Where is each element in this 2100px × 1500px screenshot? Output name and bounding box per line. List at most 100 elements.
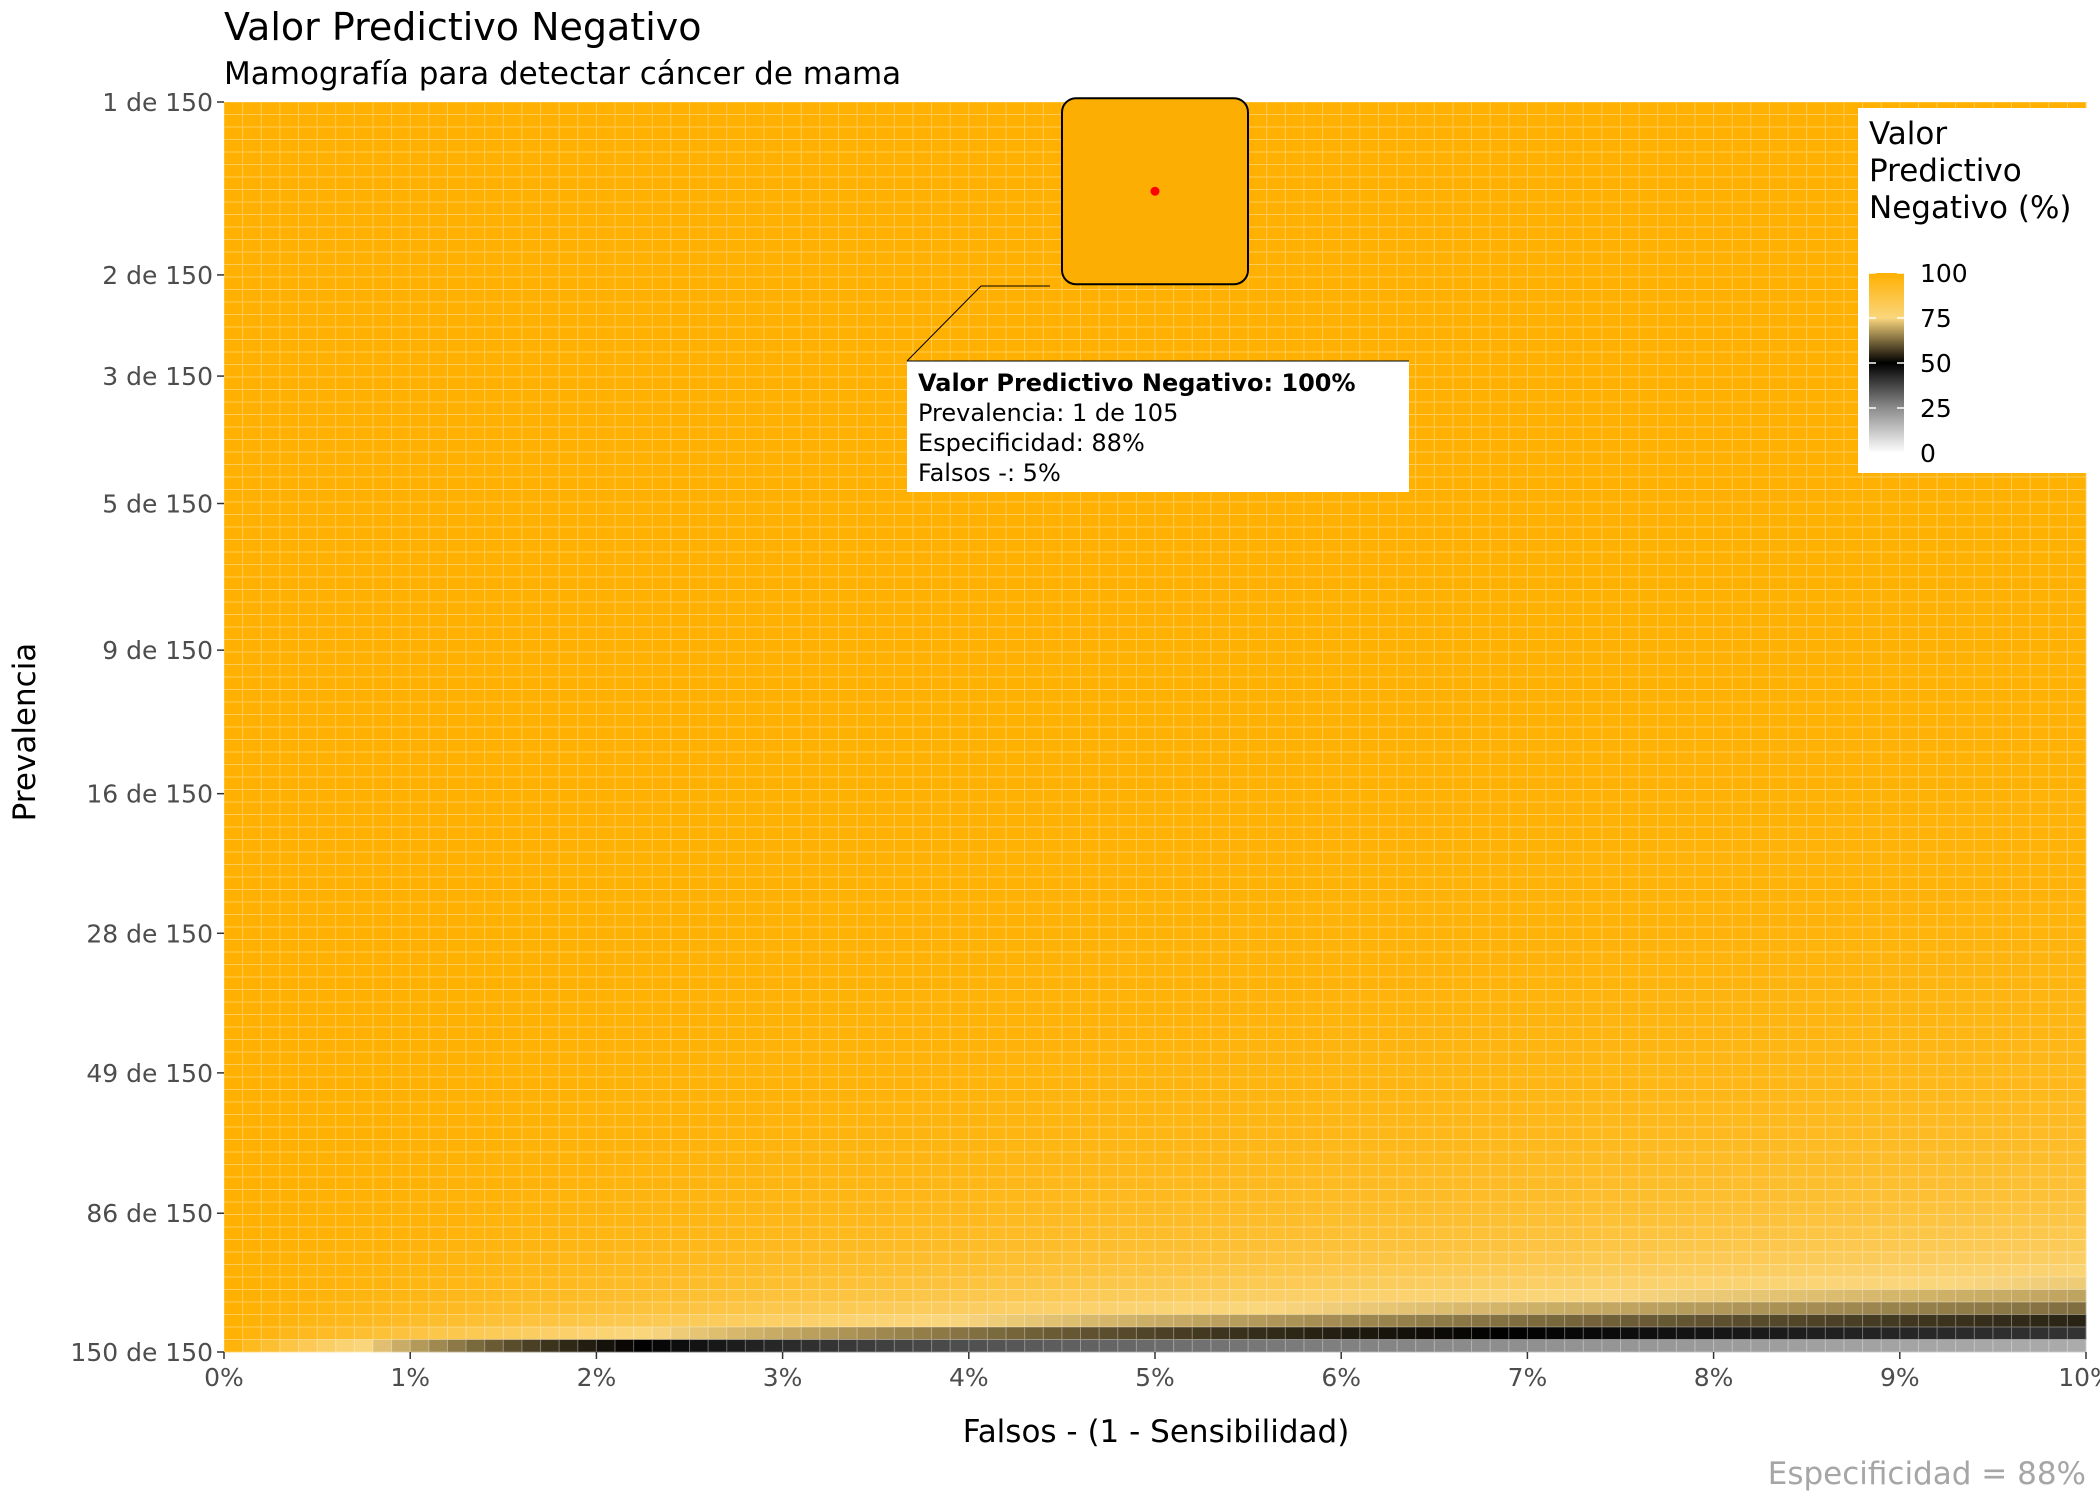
heatmap-cell — [577, 614, 597, 628]
heatmap-cell — [1434, 264, 1454, 278]
heatmap-cell — [1117, 527, 1137, 540]
heatmap-cell — [1546, 427, 1566, 440]
heatmap-cell — [335, 564, 355, 578]
heatmap-cell — [670, 614, 690, 628]
heatmap-cell — [1955, 577, 1975, 590]
heatmap-cell — [838, 464, 858, 478]
heatmap-cell — [466, 152, 486, 165]
heatmap-cell — [224, 414, 244, 428]
heatmap-cell — [1397, 677, 1417, 690]
heatmap-cell — [763, 189, 783, 203]
heatmap-cell — [1657, 102, 1677, 115]
heatmap-cell — [1136, 314, 1156, 328]
heatmap-cell — [1825, 377, 1845, 390]
heatmap-cell — [410, 189, 430, 203]
heatmap-cell — [1694, 139, 1714, 153]
heatmap-cell — [1210, 664, 1230, 678]
heatmap-cell — [298, 102, 318, 115]
heatmap-cell — [577, 627, 597, 640]
heatmap-cell — [1583, 627, 1603, 640]
heatmap-cell — [596, 302, 616, 315]
heatmap-cell — [1415, 402, 1435, 415]
heatmap-cell — [1825, 177, 1845, 190]
heatmap-cell — [1713, 577, 1733, 590]
heatmap-cell — [1639, 352, 1659, 365]
heatmap-cell — [298, 514, 318, 528]
heatmap-cell — [410, 564, 430, 578]
heatmap-cell — [1490, 164, 1510, 178]
heatmap-cell — [466, 539, 486, 553]
heatmap-cell — [1136, 527, 1156, 540]
heatmap-cell — [224, 402, 244, 415]
heatmap-cell — [354, 227, 374, 240]
heatmap-cell — [652, 377, 672, 390]
heatmap-cell — [1043, 302, 1063, 315]
heatmap-cell — [1527, 477, 1547, 490]
heatmap-cell — [1825, 427, 1845, 440]
heatmap-cell — [391, 689, 411, 703]
heatmap-cell — [1788, 152, 1808, 165]
heatmap-cell — [1564, 152, 1584, 165]
heatmap-cell — [1043, 502, 1063, 515]
heatmap-cell — [708, 502, 728, 515]
heatmap-cell — [1508, 214, 1528, 228]
heatmap-cell — [931, 227, 951, 240]
heatmap-cell — [242, 627, 262, 640]
heatmap-cell — [1452, 102, 1472, 115]
heatmap-cell — [801, 539, 821, 553]
heatmap-cell — [912, 139, 932, 153]
heatmap-cell — [801, 489, 821, 503]
heatmap-cell — [1117, 302, 1137, 315]
heatmap-cell — [521, 577, 541, 590]
heatmap-cell — [521, 352, 541, 365]
heatmap-cell — [1024, 264, 1044, 278]
heatmap-cell — [2048, 689, 2068, 703]
heatmap-cell — [559, 289, 579, 303]
heatmap-cell — [1099, 664, 1119, 678]
heatmap-cell — [1620, 714, 1640, 728]
heatmap-cell — [1825, 289, 1845, 303]
heatmap-cell — [279, 314, 299, 328]
heatmap-cell — [354, 314, 374, 328]
heatmap-cell — [1713, 214, 1733, 228]
heatmap-cell — [1750, 164, 1770, 178]
heatmap-cell — [466, 377, 486, 390]
heatmap-cell — [745, 452, 765, 465]
heatmap-cell — [447, 514, 467, 528]
heatmap-cell — [1974, 702, 1994, 715]
heatmap-cell — [1788, 327, 1808, 340]
heatmap-cell — [2048, 677, 2068, 690]
heatmap-cell — [1676, 377, 1696, 390]
heatmap-cell — [1099, 602, 1119, 615]
heatmap-cell — [801, 202, 821, 215]
heatmap-cell — [1527, 189, 1547, 203]
heatmap-cell — [670, 677, 690, 690]
heatmap-cell — [596, 364, 616, 378]
heatmap-cell — [782, 352, 802, 365]
heatmap-cell — [1676, 139, 1696, 153]
heatmap-cell — [1788, 627, 1808, 640]
heatmap-cell — [1024, 127, 1044, 140]
heatmap-cell — [1620, 389, 1640, 403]
heatmap-cell — [1080, 627, 1100, 640]
heatmap-cell — [819, 127, 839, 140]
heatmap-cell — [1043, 114, 1063, 128]
heatmap-cell — [1285, 702, 1305, 715]
heatmap-cell — [279, 514, 299, 528]
heatmap-cell — [503, 414, 523, 428]
heatmap-cell — [633, 539, 653, 553]
heatmap-cell — [1564, 464, 1584, 478]
heatmap-cell — [1471, 364, 1491, 378]
heatmap-cell — [447, 639, 467, 653]
heatmap-cell — [1303, 227, 1323, 240]
heatmap-cell — [559, 452, 579, 465]
heatmap-cell — [1676, 564, 1696, 578]
heatmap-cell — [1359, 302, 1379, 315]
heatmap-cell — [1452, 127, 1472, 140]
heatmap-cell — [1974, 689, 1994, 703]
heatmap-cell — [1155, 489, 1175, 503]
heatmap-cell — [335, 577, 355, 590]
heatmap-cell — [950, 189, 970, 203]
heatmap-cell — [726, 264, 746, 278]
heatmap-cell — [838, 589, 858, 603]
